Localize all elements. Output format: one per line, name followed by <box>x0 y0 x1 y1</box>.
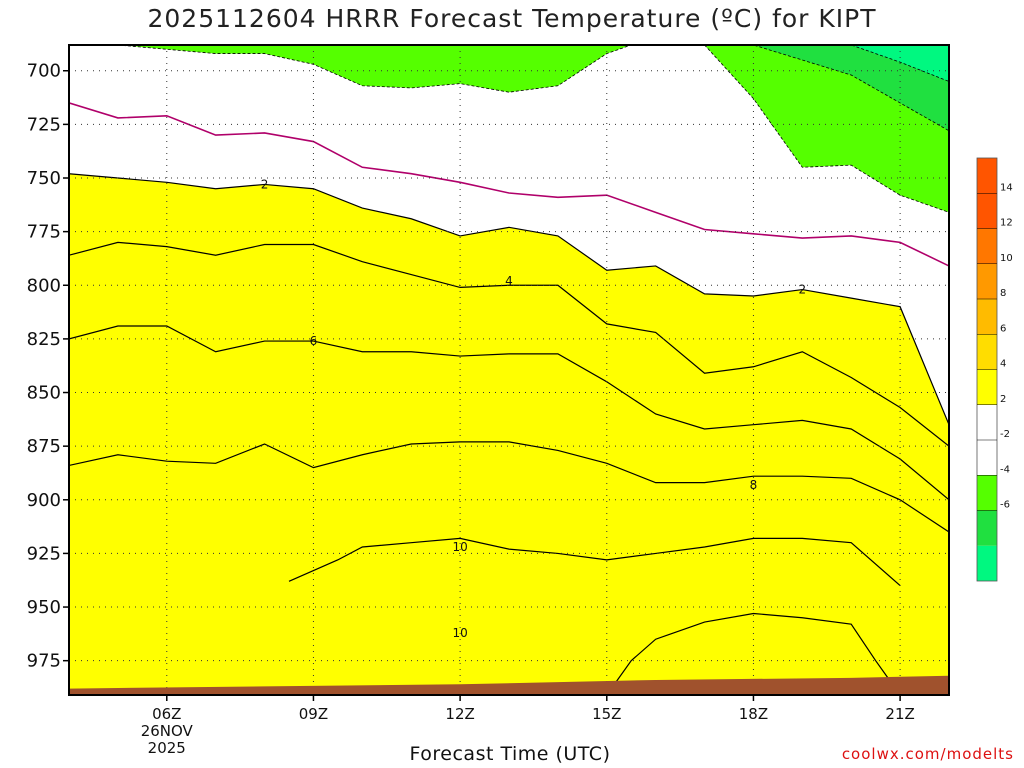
colorbar-tick-label: 2 <box>1000 394 1006 405</box>
contour-zero-line <box>69 102 949 267</box>
contour-label: 6 <box>310 334 318 348</box>
x-date-label: 26NOV <box>141 722 194 740</box>
contour-label: 4 <box>505 274 513 288</box>
y-tick-label: 875 <box>27 436 61 457</box>
colorbar-band <box>977 440 997 476</box>
colorbar-tick-label: -6 <box>1000 500 1010 511</box>
colorbar-tick-label: 10 <box>1000 253 1013 264</box>
region-green-00f880 <box>826 45 949 82</box>
colorbar-tick-label: 6 <box>1000 323 1006 334</box>
y-tick-label: 825 <box>27 329 61 350</box>
colorbar-tick-label: -2 <box>1000 429 1010 440</box>
region-band-white <box>69 45 949 425</box>
contour-label: 2 <box>799 283 807 297</box>
y-tick-label: 800 <box>27 275 61 296</box>
colorbar-band <box>977 158 997 194</box>
colorbar-band <box>977 228 997 264</box>
terrain-ground <box>69 675 949 695</box>
contour-label: 10 <box>452 626 467 640</box>
y-tick-label: 700 <box>27 61 61 82</box>
colorbar-tick-label: 4 <box>1000 359 1006 370</box>
y-tick-label: 750 <box>27 168 61 189</box>
colorbar-band <box>977 193 997 229</box>
colorbar-tick-label: 12 <box>1000 218 1013 229</box>
y-tick-label: 850 <box>27 383 61 404</box>
colorbar-band <box>977 545 997 581</box>
contour-line-4 <box>69 241 949 447</box>
contour-label: 2 <box>261 177 269 191</box>
contour-label: 8 <box>750 478 758 492</box>
plot-frame <box>68 44 950 696</box>
y-tick-label: 950 <box>27 597 61 618</box>
x-tick-label: 15Z <box>592 705 621 723</box>
y-tick-label: 925 <box>27 543 61 564</box>
region-green-20e040 <box>704 45 949 132</box>
colorbar-band <box>977 404 997 440</box>
colorbar-band <box>977 369 997 405</box>
chart-title: 2025112604 HRRR Forecast Temperature (ºC… <box>147 4 877 33</box>
credit-text: coolwx.com/modelts <box>841 745 1014 763</box>
colorbar-band <box>977 334 997 370</box>
colorbar-tick-label: 14 <box>1000 182 1013 193</box>
colorbar-tick-label: 8 <box>1000 288 1006 299</box>
contour-line-1 <box>288 537 901 587</box>
x-tick-label: 12Z <box>445 705 474 723</box>
colorbar-band <box>977 475 997 511</box>
contour-line-5 <box>69 173 949 425</box>
x-date-label: 2025 <box>148 739 186 757</box>
colorbar-band <box>977 299 997 335</box>
x-tick-label: 09Z <box>299 705 328 723</box>
contour-line-0 <box>606 612 901 695</box>
colorbar-band <box>977 263 997 299</box>
x-tick-label: 18Z <box>739 705 768 723</box>
x-tick-label: 21Z <box>885 705 914 723</box>
y-tick-label: 775 <box>27 222 61 243</box>
y-tick-label: 975 <box>27 651 61 672</box>
contour-label: 10 <box>452 540 467 554</box>
x-axis-label: Forecast Time (UTC) <box>409 743 611 765</box>
contour-line-3 <box>69 325 949 501</box>
y-tick-label: 900 <box>27 490 61 511</box>
x-tick-label: 06Z <box>152 705 181 723</box>
region-band-5 <box>69 173 949 695</box>
y-tick-label: 725 <box>27 114 61 135</box>
contour-line-2 <box>69 441 949 533</box>
colorbar-tick-label: -4 <box>1000 464 1010 475</box>
colorbar-band <box>977 510 997 546</box>
